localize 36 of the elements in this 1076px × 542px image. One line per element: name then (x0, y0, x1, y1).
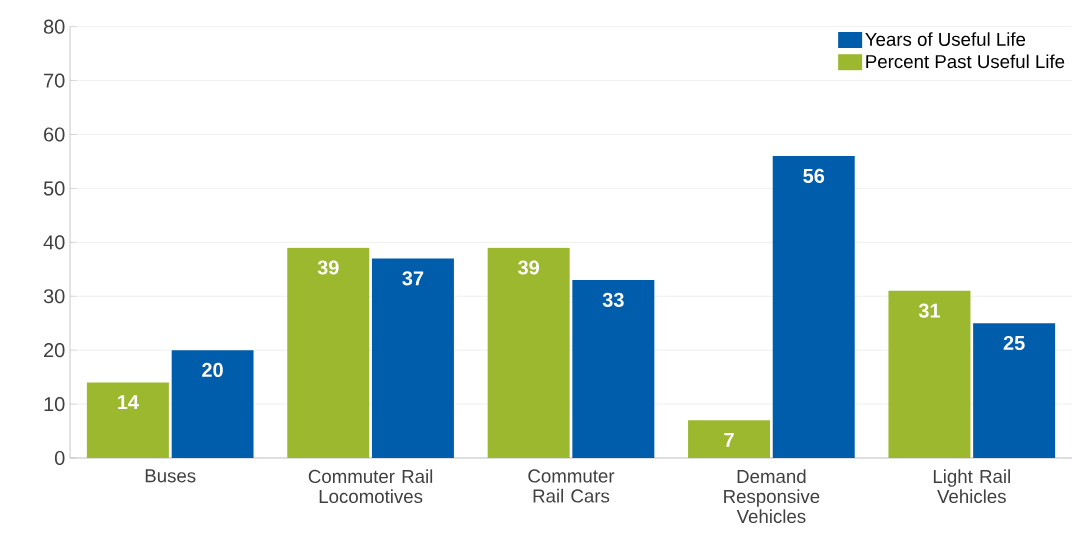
data-label: 25 (1003, 335, 1025, 351)
data-label: 56 (803, 168, 825, 183)
x-tick-label: Light Rail Vehicles (933, 469, 1010, 504)
y-tick-label: 40 (43, 235, 65, 250)
bar (688, 420, 771, 458)
y-tick-label: 60 (44, 127, 65, 142)
data-label: 39 (518, 260, 540, 275)
bar (487, 247, 570, 458)
y-tick-label: 20 (44, 343, 65, 358)
data-label: 37 (402, 271, 424, 286)
data-label: 39 (317, 260, 339, 275)
y-tick-label: 70 (44, 73, 65, 88)
x-tick-label: Commuter Rail Locomotives (308, 469, 433, 504)
bar (973, 323, 1056, 458)
y-tick-label: 10 (44, 396, 65, 412)
legend-label: Years of Useful Life (865, 32, 1026, 46)
bar (86, 382, 169, 458)
y-tick-label: 50 (43, 181, 65, 196)
y-tick-label: 80 (43, 19, 65, 34)
x-tick-label: Demand Responsive Vehicles (724, 469, 820, 524)
x-tick-label: Commuter Rail Cars (528, 469, 615, 503)
data-label: 20 (202, 362, 223, 378)
data-label: 31 (918, 303, 941, 318)
bar (572, 280, 655, 458)
y-tick-label: 0 (54, 450, 65, 466)
bar (287, 247, 370, 458)
bar (171, 350, 254, 458)
bar (888, 290, 971, 458)
data-label: 14 (118, 395, 139, 409)
legend-label: Percent Past Useful Life (866, 54, 1065, 69)
bar (772, 156, 855, 458)
data-label: 7 (724, 432, 734, 447)
y-tick-label: 30 (43, 289, 65, 304)
bar (371, 258, 454, 458)
x-tick-label: Buses (145, 469, 196, 483)
data-label: 33 (602, 292, 624, 307)
